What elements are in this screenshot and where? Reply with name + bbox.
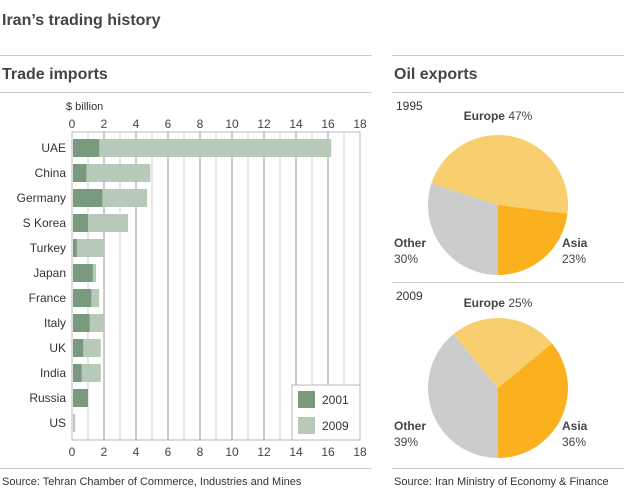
- bar-2001: [73, 139, 100, 157]
- bar-2009: [73, 414, 76, 432]
- category-label: Italy: [44, 316, 66, 330]
- tick-label-top: 4: [133, 117, 140, 131]
- bar-2001: [73, 239, 77, 257]
- bar-2001: [73, 264, 93, 282]
- pie-slice-other: [427, 334, 498, 458]
- tick-label-top: 6: [165, 117, 172, 131]
- bar-2001: [73, 214, 88, 232]
- tick-label-bottom: 10: [225, 445, 239, 459]
- divider: [0, 92, 372, 93]
- bar-2009: [73, 139, 332, 157]
- slice-value-asia: 36%: [562, 435, 586, 449]
- tick-label-top: 10: [225, 117, 239, 131]
- tick-label-top: 18: [353, 117, 367, 131]
- divider: [392, 55, 624, 56]
- divider: [392, 92, 624, 93]
- slice-label-other: Other: [394, 419, 426, 433]
- category-label: France: [29, 291, 67, 305]
- pie-year-label: 1995: [396, 99, 423, 113]
- tick-label-bottom: 4: [133, 445, 140, 459]
- tick-label-bottom: 2: [101, 445, 108, 459]
- pie-slice-other: [428, 183, 498, 275]
- slice-value-other: 30%: [394, 252, 418, 266]
- imports-source: Source: Tehran Chamber of Commerce, Indu…: [2, 476, 302, 488]
- bar-2001: [73, 189, 103, 207]
- legend-label: 2001: [322, 393, 349, 407]
- category-label: UAE: [41, 141, 66, 155]
- tick-label-top: 16: [321, 117, 335, 131]
- tick-label-bottom: 16: [321, 445, 335, 459]
- exports-source: Source: Iran Ministry of Economy & Finan…: [394, 476, 609, 488]
- tick-label-top: 8: [197, 117, 204, 131]
- category-label: Japan: [33, 266, 66, 280]
- bar-2009: [73, 239, 104, 257]
- bar-2001: [73, 364, 82, 382]
- tick-label-bottom: 8: [197, 445, 204, 459]
- tick-label-top: 12: [257, 117, 271, 131]
- tick-label-bottom: 12: [257, 445, 271, 459]
- bar-2009: [73, 164, 151, 182]
- bar-2001: [73, 339, 84, 357]
- slice-label-europe: Europe 47%: [464, 109, 533, 123]
- tick-label-top: 0: [69, 117, 76, 131]
- slice-label-europe: Europe 25%: [464, 296, 533, 310]
- slice-value-asia: 23%: [562, 252, 586, 266]
- divider: [0, 55, 372, 56]
- category-label: China: [35, 166, 67, 180]
- imports-title: Trade imports: [2, 66, 108, 83]
- tick-label-bottom: 14: [289, 445, 303, 459]
- bar-2001: [73, 314, 90, 332]
- pie-slice-europe: [431, 135, 568, 214]
- exports-title: Oil exports: [394, 66, 478, 83]
- pie-slice-europe: [453, 318, 552, 388]
- tick-label-bottom: 0: [69, 445, 76, 459]
- category-label: Turkey: [30, 241, 66, 255]
- tick-label-bottom: 6: [165, 445, 172, 459]
- bar-2001: [73, 289, 92, 307]
- category-label: UK: [49, 341, 66, 355]
- category-label: Germany: [17, 191, 66, 205]
- x-axis-label: $ billion: [66, 101, 103, 113]
- page-title: Iran’s trading history: [2, 12, 161, 29]
- legend-swatch: [298, 391, 315, 408]
- legend-swatch: [298, 417, 315, 434]
- divider: [0, 468, 372, 469]
- slice-value-other: 39%: [394, 435, 418, 449]
- category-label: India: [40, 366, 66, 380]
- pie-slice-asia: [498, 205, 568, 275]
- slice-label-asia: Asia: [562, 419, 588, 433]
- category-label: US: [49, 416, 66, 430]
- divider: [392, 282, 624, 283]
- bar-2001: [73, 164, 87, 182]
- category-label: Russia: [29, 391, 66, 405]
- tick-label-top: 14: [289, 117, 303, 131]
- slice-label-other: Other: [394, 236, 426, 250]
- legend-label: 2009: [322, 419, 349, 433]
- slice-label-asia: Asia: [562, 236, 588, 250]
- tick-label-bottom: 18: [353, 445, 367, 459]
- pie-slice-asia: [498, 343, 568, 458]
- category-label: S Korea: [23, 216, 67, 230]
- divider: [392, 468, 624, 469]
- tick-label-top: 2: [101, 117, 108, 131]
- pie-year-label: 2009: [396, 289, 423, 303]
- bar-2001: [73, 389, 88, 407]
